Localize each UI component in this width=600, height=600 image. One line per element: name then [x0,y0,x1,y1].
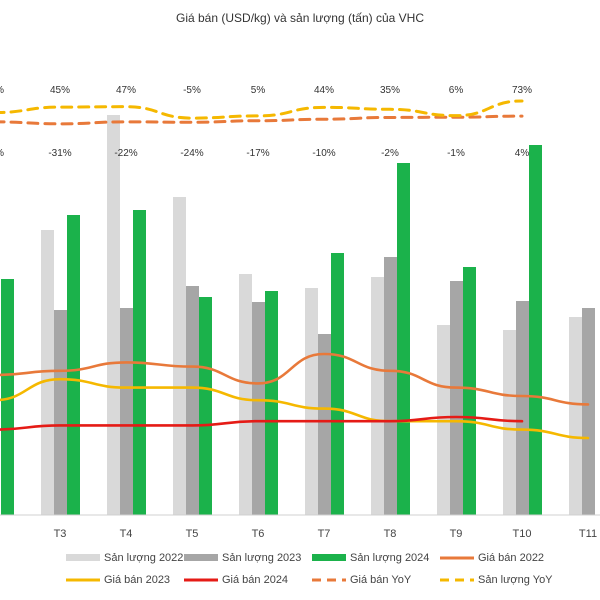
bar-sản-lượng-2024-t3 [67,215,80,515]
legend-swatch-sản-lượng-2023 [184,554,218,561]
bar-sản-lượng-2023-t9 [450,281,463,515]
x-tick-t3: T3 [54,528,67,540]
annotation-bottom-7: -1% [447,148,465,159]
legend-label-sản-lượng-2022: Sản lượng 2022 [104,552,183,564]
line-giá-bán-2023 [0,377,590,440]
bar-sản-lượng-2024-t9 [463,267,476,515]
bar-sản-lượng-2022-t3 [41,230,54,515]
bar-sản-lượng-2024-t7 [331,253,344,515]
line-sản-lượng-yoy [0,99,524,120]
annotation-top-4: 5% [251,85,266,96]
annotation-bottom-4: -17% [246,148,269,159]
legend-label-giá-bán-yoy: Giá bán YoY [350,574,412,586]
bar-sản-lượng-2023-t3 [54,310,67,515]
bar-sản-lượng-2023-t11 [582,308,595,515]
bar-sản-lượng-2024-t5 [199,297,212,515]
x-tick-t6: T6 [252,528,265,540]
annotation-top-8: 73% [512,85,532,96]
x-tick-t5: T5 [186,528,199,540]
x-tick-t10: T10 [513,528,532,540]
x-tick-t7: T7 [318,528,331,540]
bar-sản-lượng-2022-t6 [239,274,252,515]
bar-sản-lượng-2024-t2 [1,279,14,515]
annotation-top-3: -5% [183,85,201,96]
bar-sản-lượng-2023-t4 [120,308,133,515]
bar-sản-lượng-2023-t5 [186,286,199,515]
bar-sản-lượng-2022-t4 [107,115,120,515]
chart-title: Giá bán (USD/kg) và sản lượng (tấn) của … [176,11,424,25]
legend-label-sản-lượng-2023: Sản lượng 2023 [222,552,301,564]
annotation-top-2: 47% [116,85,136,96]
line-giá-bán-2022 [0,352,590,406]
legend-label-giá-bán-2022: Giá bán 2022 [478,552,544,564]
bar-sản-lượng-2024-t8 [397,163,410,515]
bar-sản-lượng-2022-t7 [305,288,318,515]
annotation-bottom-8: 4% [515,148,530,159]
bar-sản-lượng-2024-t10 [529,145,542,515]
annotation-top-7: 6% [449,85,464,96]
bar-sản-lượng-2022-t8 [371,277,384,515]
annotation-top-1: 45% [50,85,70,96]
line-giá-bán-2024 [0,415,524,431]
bar-sản-lượng-2023-t7 [318,334,331,515]
annotation-bottom-1: -31% [48,148,71,159]
bar-sản-lượng-2024-t6 [265,291,278,515]
line-giá-bán-yoy [0,114,524,126]
x-tick-t4: T4 [120,528,133,540]
bar-sản-lượng-2022-t10 [503,330,516,515]
x-tick-t8: T8 [384,528,397,540]
annotation-bottom-5: -10% [312,148,335,159]
legend-swatch-sản-lượng-2024 [312,554,346,561]
annotation-top-5: 44% [314,85,334,96]
x-tick-t11: T11 [579,528,597,540]
legend-label-giá-bán-2024: Giá bán 2024 [222,574,288,586]
annotation-bottom-2: -22% [114,148,137,159]
annotation-bottom-3: -24% [180,148,203,159]
bar-sản-lượng-2022-t11 [569,317,582,515]
legend-swatch-sản-lượng-2022 [66,554,100,561]
x-tick-t9: T9 [450,528,463,540]
bar-sản-lượng-2023-t10 [516,301,529,515]
legend-label-giá-bán-2023: Giá bán 2023 [104,574,170,586]
annotation-bottom-0: % [0,148,4,159]
bar-sản-lượng-2023-t8 [384,257,397,515]
legend-label-sản-lượng-2024: Sản lượng 2024 [350,552,429,564]
annotation-bottom-6: -2% [381,148,399,159]
legend-label-sản-lượng-yoy: Sản lượng YoY [478,574,553,586]
bar-sản-lượng-2022-t5 [173,197,186,515]
annotation-top-0: % [0,85,4,96]
bar-sản-lượng-2023-t6 [252,302,265,515]
annotation-top-6: 35% [380,85,400,96]
